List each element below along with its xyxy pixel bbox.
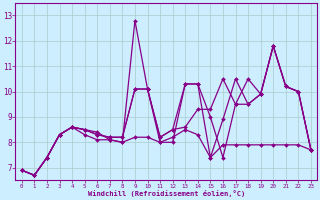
X-axis label: Windchill (Refroidissement éolien,°C): Windchill (Refroidissement éolien,°C) — [88, 190, 245, 197]
